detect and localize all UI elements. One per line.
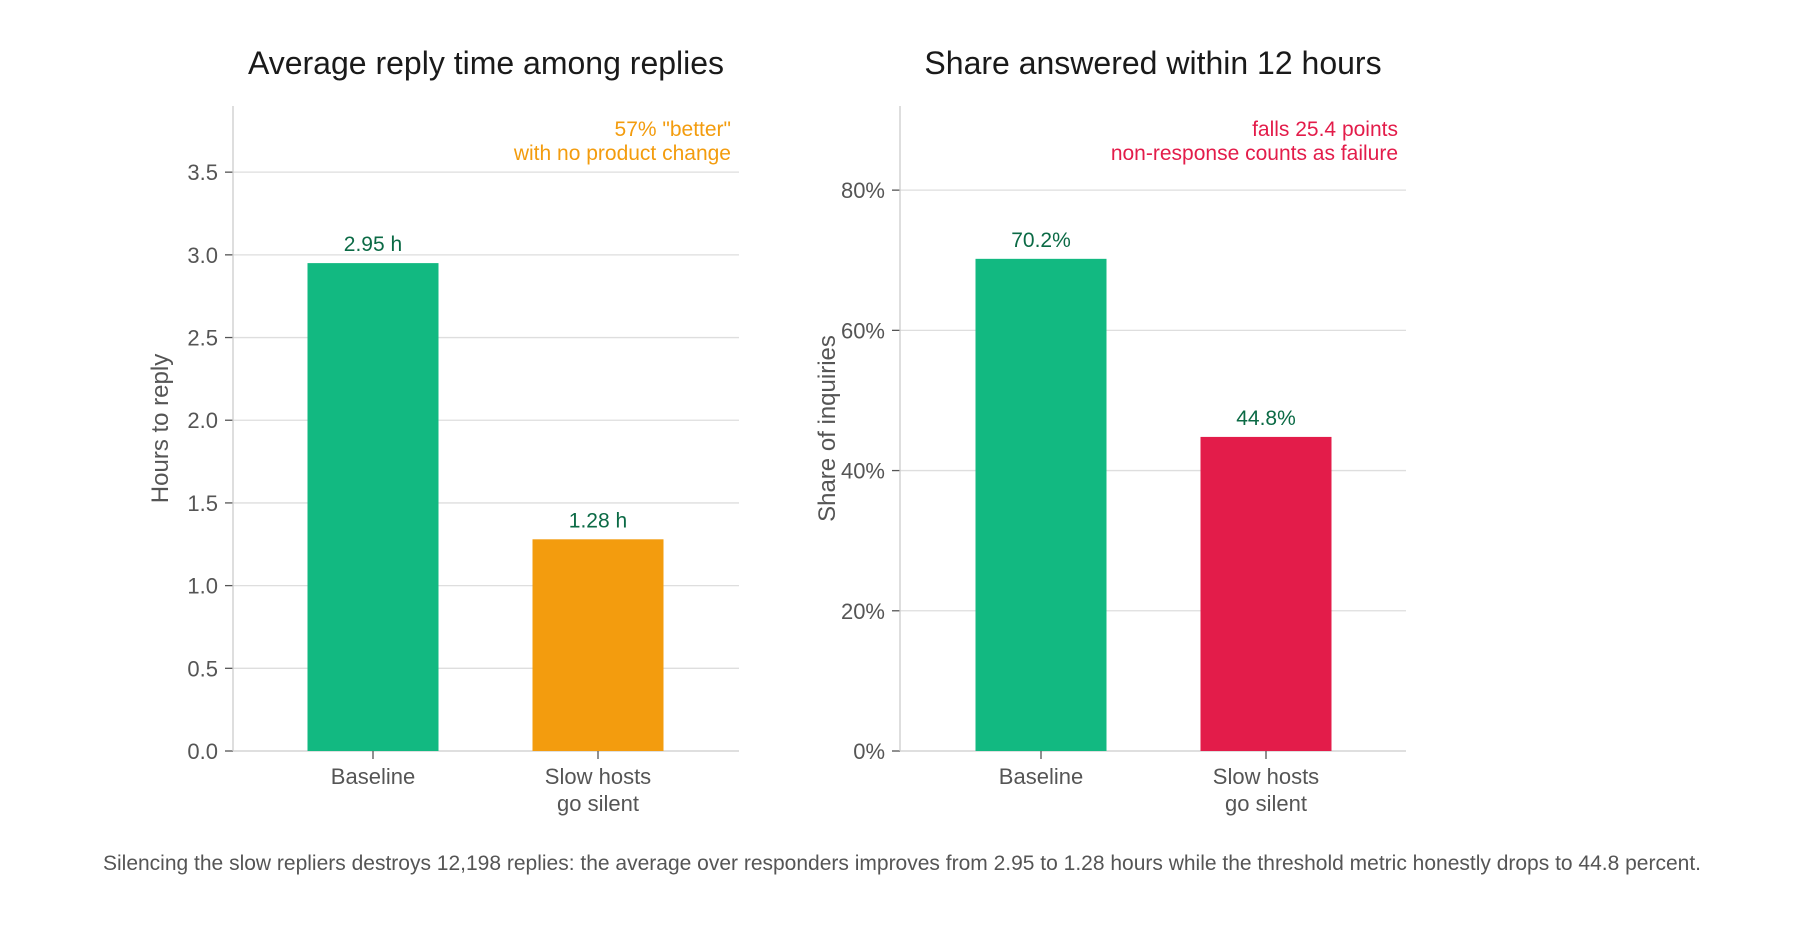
- chart2-y-tick-label: 0%: [853, 739, 885, 764]
- chart1-bar: [307, 263, 439, 751]
- chart2-data-label: 70.2%: [1011, 229, 1071, 252]
- figure-caption: Silencing the slow repliers destroys 12,…: [102, 852, 1702, 875]
- chart2-annotation: falls 25.4 points: [1252, 118, 1398, 141]
- chart2-y-tick-label: 80%: [841, 178, 885, 203]
- chart1-y-tick-label: 3.0: [187, 243, 218, 268]
- chart2-x-tick-label: Baseline: [999, 764, 1083, 789]
- chart1-y-tick-label: 1.0: [187, 574, 218, 599]
- chart1-title: Average reply time among replies: [248, 45, 724, 81]
- chart2-y-tick-label: 20%: [841, 599, 885, 624]
- chart1-annotation: with no product change: [513, 142, 731, 165]
- chart1-annotation: 57% "better": [615, 118, 731, 141]
- chart1-x-tick-label: Slow hosts: [545, 764, 651, 789]
- chart1-y-axis-label: Hours to reply: [147, 354, 174, 503]
- chart1-y-tick-label: 0.0: [187, 739, 218, 764]
- chart2-bar: [975, 258, 1107, 751]
- chart2-y-tick-label: 60%: [841, 318, 885, 343]
- chart1-data-label: 1.28 h: [569, 509, 627, 532]
- chart1-x-tick-label: Baseline: [331, 764, 415, 789]
- chart2-data-label: 44.8%: [1236, 407, 1296, 430]
- chart1-y-tick-label: 1.5: [187, 491, 218, 516]
- chart1-bar: [532, 539, 664, 751]
- chart1-y-tick-label: 3.5: [187, 160, 218, 185]
- chart1-x-tick-label: go silent: [557, 791, 639, 816]
- chart2-x-tick-label: Slow hosts: [1213, 764, 1319, 789]
- chart2-bar: [1200, 436, 1332, 751]
- chart2-y-axis-label: Share of inquiries: [814, 335, 841, 522]
- chart2-x-tick-label: go silent: [1225, 791, 1307, 816]
- chart1-y-tick-label: 0.5: [187, 656, 218, 681]
- chart2-annotation: non-response counts as failure: [1111, 142, 1398, 165]
- chart1-y-tick-label: 2.5: [187, 326, 218, 351]
- chart2-title: Share answered within 12 hours: [924, 45, 1381, 81]
- chart1-data-label: 2.95 h: [344, 233, 402, 256]
- chart1-y-tick-label: 2.0: [187, 408, 218, 433]
- chart2-y-tick-label: 40%: [841, 459, 885, 484]
